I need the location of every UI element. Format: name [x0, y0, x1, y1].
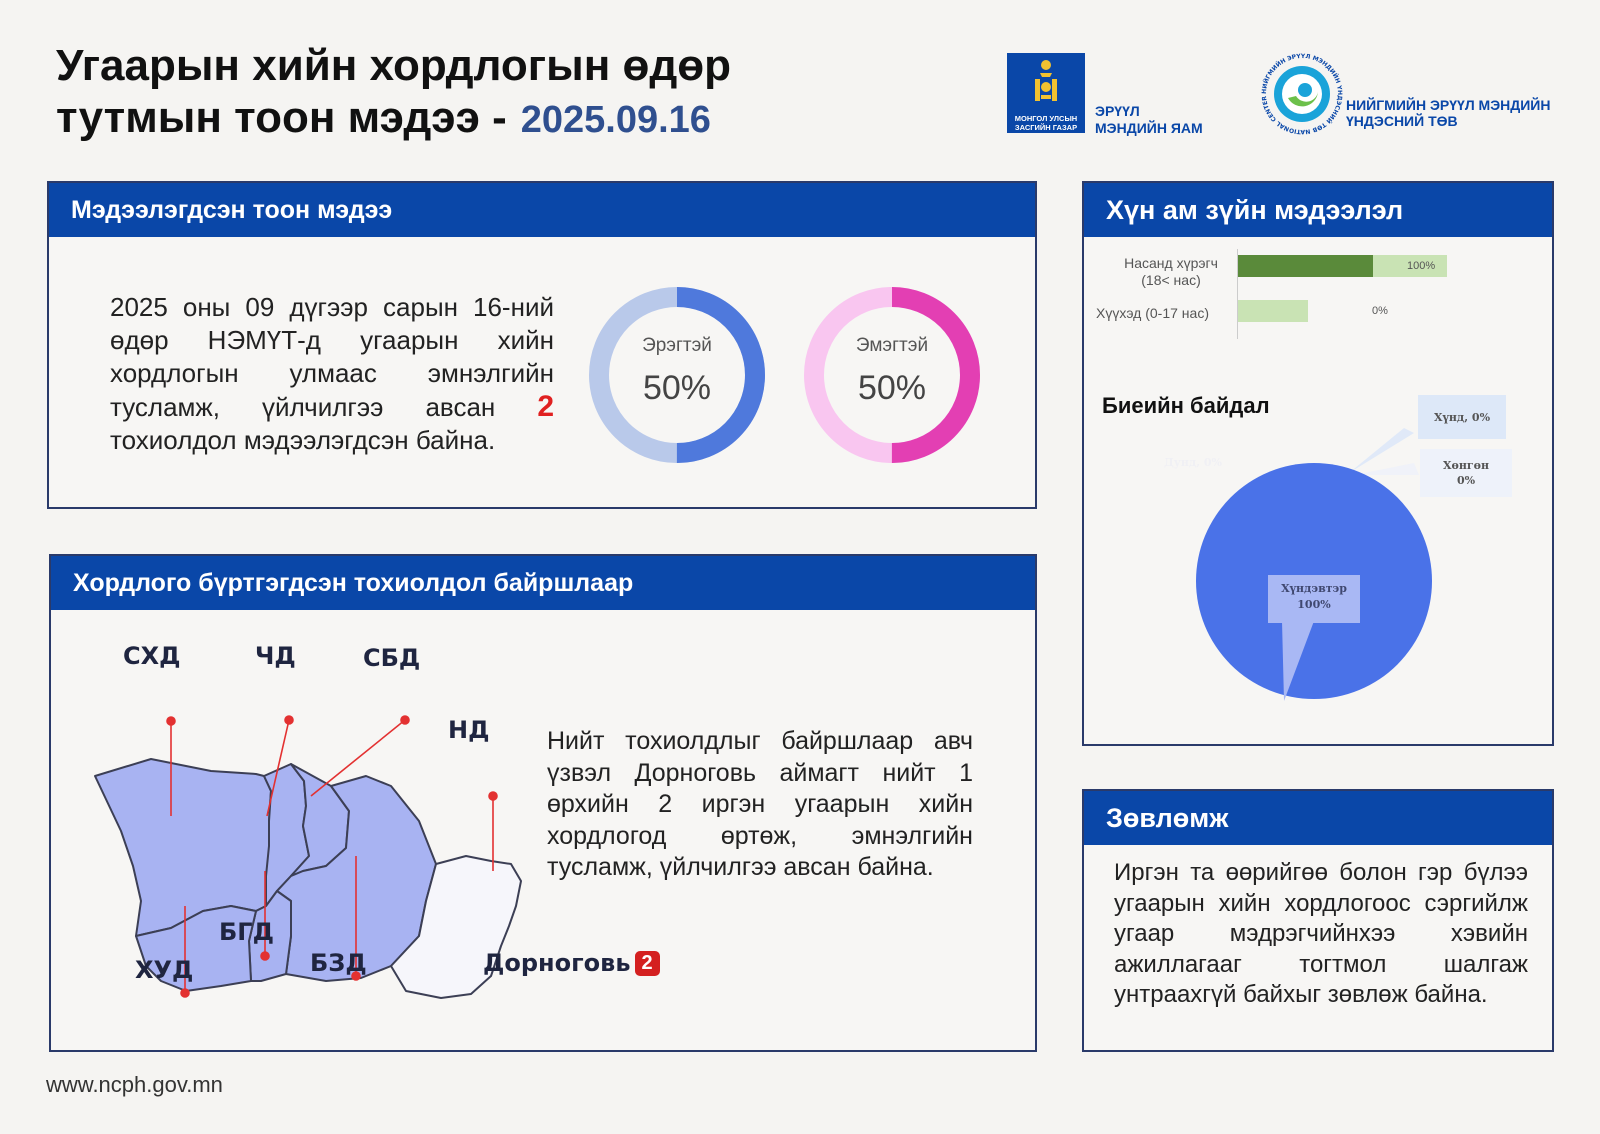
- female-percent: 50%: [857, 369, 927, 407]
- map-label-sbd: СБД: [363, 644, 421, 672]
- location-heading: Хордлого бүртгэгдсэн тохиолдол байршлаар: [51, 556, 1035, 610]
- ministry-name-line-1: ЭРҮҮЛ: [1095, 103, 1140, 119]
- pie-label-light: Хөнгөн 0%: [1443, 459, 1489, 487]
- pie-label-light-name: Хөнгөн: [1443, 459, 1489, 472]
- bar-value-adult: [1238, 255, 1373, 277]
- map-label-bzd: БЗД: [310, 949, 367, 977]
- marker-chd: [284, 715, 294, 725]
- demographics-panel: Хүн ам зүйн мэдээлэл Насанд хүрэгч (18< …: [1082, 181, 1554, 746]
- map-label-bgd: БГД: [219, 918, 274, 946]
- ncph-name-line-1: НИЙГМИЙН ЭРҮҮЛ МЭНДИЙН: [1346, 97, 1551, 113]
- severity-pie-chart: Хүнд, 0% Хөнгөн 0% Дунд, 0% Хүндэвтэр 100%: [1164, 395, 1512, 701]
- bar-label-adult: 100%: [1407, 260, 1436, 272]
- pie-label-moderate: Дунд, 0%: [1164, 456, 1223, 469]
- location-text: Нийт тохиолдлыг байршлаар авч үзвэл Дорн…: [547, 727, 973, 881]
- map-label-khud: ХУД: [135, 956, 194, 984]
- female-donut-label: Эмэгтэй 50%: [802, 335, 982, 408]
- pie-label-box-light: [1420, 449, 1512, 497]
- ministry-logo: МОНГОЛ УЛСЫН ЗАСГИЙН ГАЗАР: [1007, 53, 1085, 133]
- marker-nd: [488, 791, 498, 801]
- bar-label-child: 0%: [1372, 305, 1388, 317]
- bar-track-child: [1238, 300, 1308, 322]
- demographics-heading: Хүн ам зүйн мэдээлэл: [1084, 183, 1552, 237]
- pie-label-box-moderate-severe: [1268, 575, 1360, 623]
- ministry-name: ЭРҮҮЛ МЭНДИЙН ЯАМ: [1095, 103, 1203, 137]
- body-condition-heading: Биеийн байдал: [1102, 393, 1270, 418]
- province-count-badge: 2: [634, 950, 660, 976]
- title-line-2: тутмын тоон мэдээ - 2025.09.16: [56, 92, 731, 146]
- marker-bgd: [260, 951, 270, 961]
- website-link[interactable]: www.ncph.gov.mn: [46, 1072, 223, 1097]
- pie-label-box-severe: [1418, 395, 1506, 439]
- marker-skhd: [166, 716, 176, 726]
- ncph-name: НИЙГМИЙН ЭРҮҮЛ МЭНДИЙН ҮНДЭСНИЙ ТӨВ: [1346, 97, 1550, 129]
- report-date: 2025.09.16: [520, 99, 711, 141]
- title-line-1: Угаарын хийн хордлогын өдөр: [56, 41, 732, 90]
- reported-heading: Мэдээлэгдсэн тоон мэдээ: [49, 183, 1035, 237]
- ncph-emblem-icon: НИЙГМИЙН ЭРҮҮЛ МЭНДИЙН ҮНДЭСНИЙ ТӨВ NATI…: [1255, 45, 1343, 135]
- province-name: Дорноговь: [483, 949, 631, 977]
- male-donut-segment: [589, 287, 765, 463]
- map-label-chd: ЧД: [255, 642, 296, 670]
- pie-label-severe: Хүнд, 0%: [1434, 411, 1491, 424]
- female-label: Эмэгтэй: [855, 335, 929, 356]
- reported-text: 2025 оны 09 дүгээр сарын 16-ний өдөр НЭМ…: [110, 291, 554, 457]
- bar-category-child: Хүүхэд (0-17 нас): [1096, 305, 1209, 321]
- marker-bzd: [351, 971, 361, 981]
- reported-panel: Мэдээлэгдсэн тоон мэдээ 2025 оны 09 дүгэ…: [47, 181, 1037, 509]
- male-donut-chart: [589, 287, 765, 463]
- pie-callout-moderate-severe: [1282, 621, 1314, 701]
- reported-text-after: тохиолдол мэдээлэгдсэн байна.: [110, 425, 496, 455]
- male-label: Эрэгтэй: [642, 335, 712, 356]
- female-donut-chart: [804, 287, 980, 463]
- bar-category-adult: Насанд хүрэгч (18< нас): [1124, 255, 1218, 288]
- ncph-name-line-2: ҮНДЭСНИЙ ТӨВ: [1346, 113, 1458, 129]
- pie-callout-severe: [1349, 428, 1414, 473]
- ncph-logo: НИЙГМИЙН ЭРҮҮЛ МЭНДИЙН ҮНДЭСНИЙ ТӨВ NATI…: [1255, 45, 1346, 138]
- pie-label-moderate-severe-pct: 100%: [1297, 598, 1331, 611]
- pie-label-moderate-severe: Хүндэвтэр 100%: [1281, 582, 1347, 611]
- male-percent: 50%: [642, 369, 712, 407]
- map-region-khud: [135, 905, 257, 992]
- map-label-nd: НД: [448, 716, 490, 744]
- soyombo-emblem-icon: [1035, 60, 1057, 101]
- reported-text-before: 2025 оны 09 дүгээр сарын 16-ний өдөр НЭМ…: [110, 292, 554, 422]
- marker-khud: [180, 988, 190, 998]
- ministry-emblem-text: МОНГОЛ УЛСЫН ЗАСГИЙН ГАЗАР: [1014, 114, 1078, 132]
- pie-label-moderate-severe-name: Хүндэвтэр: [1281, 582, 1347, 595]
- ministry-name-line-2: МЭНДИЙН ЯАМ: [1095, 120, 1203, 136]
- pie-callout-light: [1354, 463, 1419, 475]
- advice-heading: Зөвлөмж: [1084, 791, 1552, 845]
- male-donut-label: Эрэгтэй 50%: [587, 335, 767, 408]
- title-line-2-text: тутмын тоон мэдээ -: [56, 93, 507, 142]
- reported-count: 2: [537, 390, 554, 423]
- province-badge-row: Дорноговь 2: [483, 949, 660, 977]
- advice-panel: Зөвлөмж Иргэн та өөрийгөө болон гэр бүлэ…: [1082, 789, 1554, 1052]
- map-label-skhd: СХД: [123, 642, 181, 670]
- female-donut-segment: [804, 287, 980, 463]
- location-panel: Хордлого бүртгэгдсэн тохиолдол байршлаар…: [49, 554, 1037, 1052]
- page-title: Угаарын хийн хордлогын өдөр тутмын тоон …: [56, 40, 731, 146]
- age-bar-chart: Насанд хүрэгч (18< нас) 100% Хүүхэд (0-1…: [1084, 243, 1552, 363]
- marker-sbd: [400, 715, 410, 725]
- pie-label-light-pct: 0%: [1457, 474, 1476, 487]
- bar-axis-line: [1237, 249, 1238, 339]
- district-map: [94, 715, 522, 999]
- map-region-nd: [390, 855, 522, 999]
- advice-text: Иргэн та өөрийгөө болон гэр бүлээ угаары…: [1114, 859, 1528, 1008]
